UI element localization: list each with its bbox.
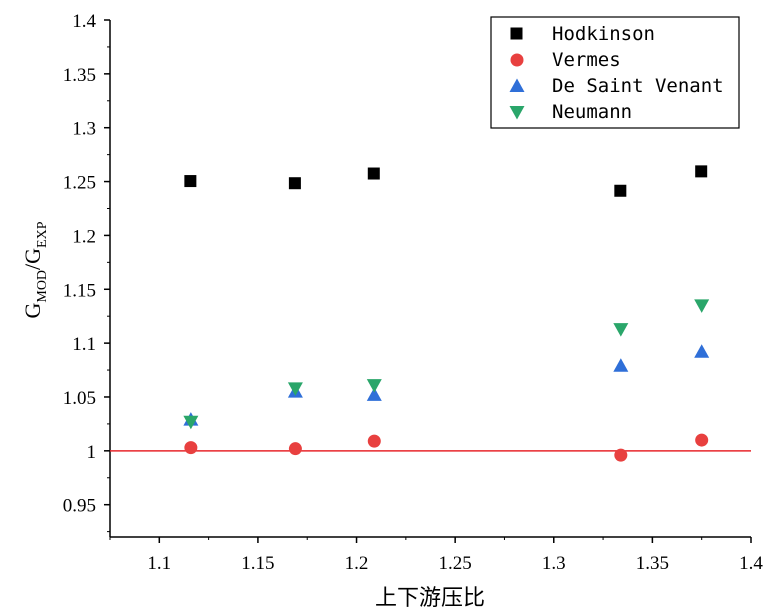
legend-label-de-saint-venant: De Saint Venant [552, 75, 724, 97]
point-neumann [694, 299, 710, 313]
x-axis-label: 上下游压比 [375, 586, 485, 611]
y-tick-label: 1.1 [72, 334, 96, 355]
y-tick-label: 1 [87, 442, 97, 463]
legend-marker-neumann [509, 106, 525, 120]
y-tick-label: 1.35 [63, 65, 96, 86]
x-tick-label: 1.4 [739, 553, 763, 574]
y-tick-label: 1.25 [63, 173, 96, 194]
y-axis-label: GMOD/GEXP [20, 221, 50, 318]
point-hodkinson [695, 165, 708, 178]
legend-marker-de-saint-venant [509, 78, 525, 92]
point-hodkinson [367, 167, 380, 180]
y-tick-label: 1.15 [63, 280, 96, 301]
legend-marker-hodkinson [510, 27, 523, 40]
y-tick-label: 1.3 [72, 119, 96, 140]
y-tick-label: 0.95 [63, 496, 96, 517]
point-vermes [614, 448, 628, 462]
data-points [183, 165, 710, 462]
point-vermes [184, 441, 198, 455]
point-neumann [613, 323, 629, 337]
x-tick-label: 1.1 [147, 553, 171, 574]
point-de-saint-venant [366, 387, 382, 401]
point-de-saint-venant [694, 344, 710, 358]
point-neumann [287, 382, 303, 396]
point-hodkinson [288, 177, 301, 190]
point-neumann [183, 415, 199, 430]
legend-label-hodkinson: Hodkinson [552, 23, 655, 45]
legend-label-vermes: Vermes [552, 49, 621, 71]
y-axis-ticks: 0.95 1 1.05 1.1 1.15 1.2 1.25 1.3 1.35 1.4 [63, 11, 110, 533]
point-hodkinson [614, 184, 627, 197]
legend-box [490, 16, 740, 129]
legend-label-neumann: Neumann [552, 101, 632, 123]
point-de-saint-venant [613, 358, 629, 372]
x-tick-label: 1.2 [345, 553, 369, 574]
legend-marker-vermes [510, 53, 524, 67]
point-vermes [288, 442, 302, 456]
legend: Hodkinson Vermes De Saint Venant Neumann [490, 16, 740, 129]
x-tick-label: 1.35 [636, 553, 669, 574]
x-axis-ticks: 1.1 1.15 1.2 1.25 1.3 1.35 1.4 [109, 537, 763, 574]
point-hodkinson [184, 175, 197, 188]
point-vermes [695, 433, 709, 447]
y-tick-label: 1.4 [72, 11, 96, 32]
x-tick-label: 1.15 [241, 553, 274, 574]
y-tick-label: 1.05 [63, 388, 96, 409]
point-vermes [367, 434, 381, 448]
x-tick-label: 1.25 [439, 553, 472, 574]
x-tick-label: 1.3 [542, 553, 566, 574]
point-neumann [366, 379, 382, 393]
y-tick-label: 1.2 [72, 226, 96, 247]
